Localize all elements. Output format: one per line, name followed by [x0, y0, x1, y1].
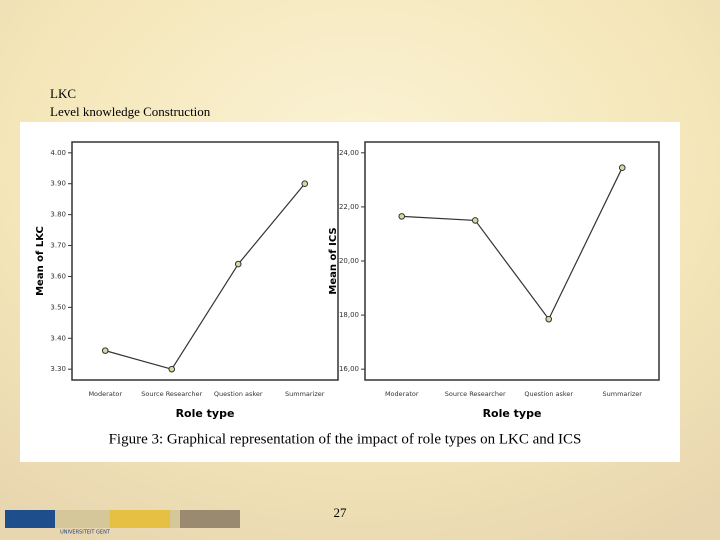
x-tick-label: Summarizer	[285, 390, 325, 398]
x-tick-label: Question asker	[524, 390, 573, 398]
data-line	[105, 183, 306, 370]
data-point	[101, 347, 109, 354]
y-tick-label: 20,00	[339, 257, 359, 265]
plot-frame	[71, 141, 339, 381]
logo-block	[110, 510, 170, 528]
x-tick-label: Moderator	[385, 390, 419, 398]
logo-text: UNIVERSITEIT GENT	[60, 530, 111, 536]
logo-block	[180, 510, 240, 528]
figure-panel	[20, 122, 680, 462]
x-tick-label: Summarizer	[603, 390, 643, 398]
x-axis-title: Role type	[176, 407, 235, 420]
y-tick-label: 3.40	[50, 334, 66, 342]
data-point	[398, 213, 406, 220]
y-tick-label: 22,00	[339, 203, 359, 211]
data-line	[401, 167, 623, 321]
logo-bar: UNIVERSITEIT GENT	[5, 510, 240, 536]
y-tick-label: 18,00	[339, 311, 359, 319]
y-tick-label: 3.30	[50, 365, 66, 373]
data-point	[545, 315, 553, 323]
data-point	[618, 164, 626, 171]
y-axis-title: Mean of LKC	[35, 226, 46, 296]
y-tick-label: 4.00	[50, 149, 66, 157]
x-tick-label: Source Researcher	[141, 390, 202, 398]
page-number: 27	[334, 505, 348, 520]
y-tick-label: 3.80	[50, 211, 66, 219]
y-axis-title: Mean of ICS	[328, 227, 339, 294]
data-point	[168, 365, 176, 373]
x-axis-title: Role type	[483, 407, 542, 420]
y-tick-label: 16,00	[339, 365, 359, 373]
y-tick-label: 3.70	[50, 242, 66, 250]
x-tick-label: Moderator	[88, 390, 122, 398]
data-point	[301, 180, 309, 188]
data-point	[471, 217, 479, 224]
x-tick-label: Source Researcher	[445, 390, 506, 398]
y-tick-label: 3.60	[50, 272, 66, 280]
header-line: LKC	[50, 86, 76, 101]
y-tick-label: 3.90	[50, 180, 66, 188]
y-tick-label: 24,00	[339, 149, 359, 157]
figure-caption: Figure 3: Graphical representation of th…	[109, 431, 582, 447]
data-point	[234, 260, 242, 268]
logo-block	[5, 510, 55, 528]
x-tick-label: Question asker	[214, 390, 263, 398]
header-line: Level knowledge Construction	[50, 104, 211, 119]
y-tick-label: 3.50	[50, 303, 66, 311]
